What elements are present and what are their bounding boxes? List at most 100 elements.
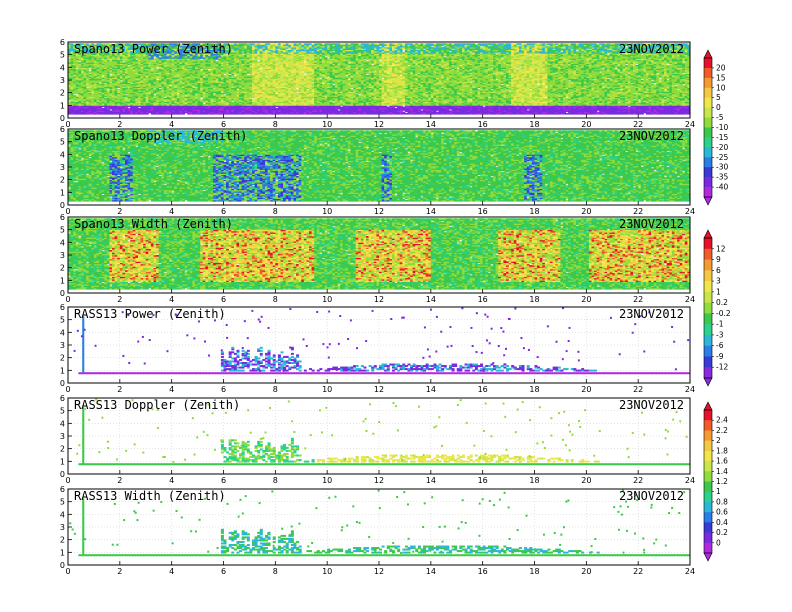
x-tick-label: 18 [529, 567, 539, 576]
y-tick-label: 6 [60, 303, 65, 312]
colorbar-swatch [704, 187, 712, 197]
x-tick-label: 20 [581, 295, 591, 304]
x-tick-label: 24 [685, 476, 695, 485]
colorbar-arrow-top [704, 230, 712, 238]
y-tick-label: 1 [60, 457, 65, 466]
y-tick-label: 2 [60, 264, 65, 273]
x-tick-label: 10 [322, 207, 332, 216]
colorbar-label: 1.8 [716, 446, 728, 455]
colorbar-swatch [704, 346, 712, 357]
x-tick-label: 12 [374, 120, 384, 129]
colorbar-swatch [704, 270, 712, 281]
x-tick-label: 16 [478, 567, 488, 576]
x-tick-label: 0 [65, 385, 70, 394]
colorbar-label: -15 [716, 133, 728, 142]
colorbar-label: 0.4 [716, 518, 728, 527]
colorbar-label: -5 [716, 113, 724, 122]
colorbar-swatch [704, 441, 712, 452]
colorbar-label: 2.2 [716, 426, 728, 435]
colorbar-swatch [704, 502, 712, 513]
x-tick-label: 10 [322, 476, 332, 485]
colorbar-swatch [704, 420, 712, 431]
colorbar-swatch [704, 367, 712, 378]
colorbar-swatch [704, 78, 712, 88]
colorbar-swatch [704, 137, 712, 147]
y-tick-label: 5 [60, 498, 65, 507]
colorbar-label: -20 [716, 143, 728, 152]
x-tick-label: 10 [322, 567, 332, 576]
colorbar-swatch [704, 292, 712, 303]
colorbar-arrow-top [704, 50, 712, 58]
x-tick-label: 16 [478, 476, 488, 485]
colorbar-swatch [704, 410, 712, 421]
colorbar-swatch [704, 335, 712, 346]
x-tick-label: 4 [169, 567, 174, 576]
y-tick-label: 5 [60, 226, 65, 235]
y-tick-label: 2 [60, 536, 65, 545]
y-tick-label: 3 [60, 163, 65, 172]
colorbar-label: -3 [716, 330, 724, 339]
x-tick-label: 6 [221, 207, 226, 216]
colorbar-label: -35 [716, 173, 728, 182]
x-tick-label: 12 [374, 476, 384, 485]
colorbar-arrow-top [704, 402, 712, 410]
colorbar-label: 2.4 [716, 416, 728, 425]
y-tick-label: 0 [60, 470, 65, 479]
y-tick-label: 6 [60, 213, 65, 222]
colorbar-label: 0.8 [716, 497, 728, 506]
x-tick-label: 24 [685, 385, 695, 394]
panel-title: Spano13 Doppler (Zenith) [74, 129, 247, 143]
colorbar-swatch [704, 157, 712, 167]
y-tick-label: 3 [60, 251, 65, 260]
panel-date: 23NOV2012 [619, 398, 684, 412]
x-tick-label: 20 [581, 567, 591, 576]
x-tick-label: 22 [633, 385, 643, 394]
y-tick-label: 3 [60, 432, 65, 441]
x-tick-label: 4 [169, 476, 174, 485]
y-tick-label: 0 [60, 201, 65, 210]
y-tick-label: 0 [60, 289, 65, 298]
colorbar-swatch [704, 303, 712, 314]
x-tick-label: 12 [374, 567, 384, 576]
y-tick-label: 4 [60, 419, 65, 428]
y-tick-label: 5 [60, 407, 65, 416]
x-tick-label: 20 [581, 385, 591, 394]
x-tick-label: 20 [581, 120, 591, 129]
x-tick-label: 10 [322, 295, 332, 304]
y-tick-label: 1 [60, 101, 65, 110]
colorbar-swatch [704, 512, 712, 523]
colorbar-label: 6 [716, 266, 721, 275]
colorbar-arrow-bottom [704, 378, 712, 386]
y-tick-label: 2 [60, 445, 65, 454]
x-tick-label: 0 [65, 207, 70, 216]
y-tick-label: 6 [60, 38, 65, 47]
colorbar-swatch [704, 471, 712, 482]
colorbar-swatch [704, 118, 712, 128]
x-tick-label: 10 [322, 385, 332, 394]
colorbar-label: -9 [716, 352, 724, 361]
colorbar-swatch [704, 249, 712, 260]
colorbar-label: 1.4 [716, 467, 728, 476]
y-tick-label: 2 [60, 354, 65, 363]
colorbar-label: -12 [716, 363, 728, 372]
colorbar-label: 10 [716, 83, 726, 92]
x-tick-label: 2 [117, 567, 122, 576]
colorbar-label: 5 [716, 93, 721, 102]
x-tick-label: 8 [273, 295, 278, 304]
x-tick-label: 0 [65, 567, 70, 576]
panel-title: Spano13 Width (Zenith) [74, 217, 233, 231]
x-tick-label: 20 [581, 476, 591, 485]
y-tick-label: 4 [60, 510, 65, 519]
y-tick-label: 3 [60, 341, 65, 350]
x-tick-label: 2 [117, 120, 122, 129]
colorbar-swatch [704, 238, 712, 249]
colorbar-label: -6 [716, 341, 724, 350]
y-tick-label: 6 [60, 485, 65, 494]
x-tick-label: 14 [426, 120, 436, 129]
x-tick-label: 24 [685, 567, 695, 576]
colorbar-swatch [704, 324, 712, 335]
